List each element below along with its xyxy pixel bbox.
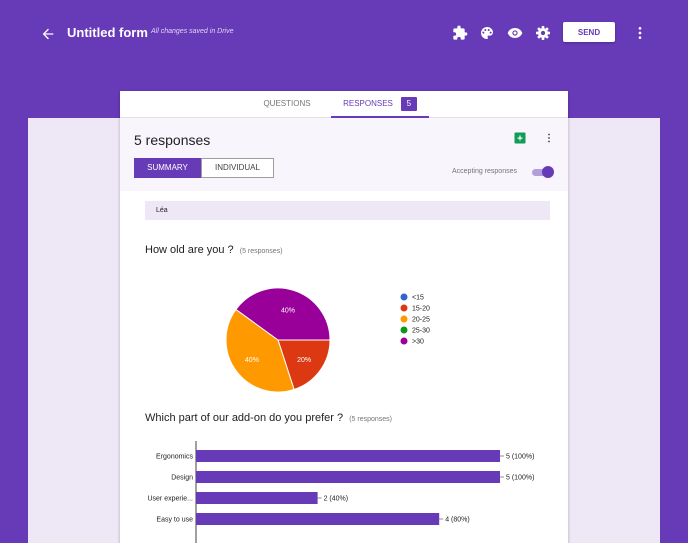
view-toggle: SUMMARY INDIVIDUAL [134,158,274,178]
bar [196,513,440,525]
age-pie-chart: 20% 40% 40% <15 15-20 20-25 25-30 >30 [225,287,430,393]
legend-marker [400,315,408,323]
legend-label: 25-30 [412,328,430,335]
accepting-responses-toggle[interactable] [530,166,554,178]
bar-category-label: User experie... [147,496,193,503]
accepting-responses-label: Accepting responses [452,168,517,175]
more-vert-icon[interactable] [632,25,648,41]
responses-count-title: 5 responses [134,132,211,148]
bar [196,492,318,504]
send-button[interactable]: SEND [563,22,615,42]
toggle-thumb [542,166,554,178]
pie-slice-label: 20% [297,357,311,364]
back-arrow-icon[interactable] [40,26,56,42]
bar [196,450,500,462]
pie-slice-label: 40% [281,307,295,314]
bar-value-label: 4 (80%) [445,517,470,524]
responses-more-icon[interactable] [545,132,553,144]
tab-questions[interactable]: QUESTIONS [263,99,311,108]
summary-button[interactable]: SUMMARY [134,158,201,178]
palette-icon[interactable] [479,25,495,41]
legend-label: <15 [412,295,424,302]
legend-label: 20-25 [412,317,430,324]
responses-header: 5 responses SUMMARY INDIVIDUAL Accepting… [120,118,568,191]
question-response-count: (5 responses) [349,416,392,423]
question-title: How old are you ? (5 responses) [145,244,283,256]
pie-slice-label: 40% [245,357,259,364]
question-title-text: How old are you ? [145,244,234,256]
bar-value-label: 2 (40%) [324,496,349,503]
tab-responses[interactable]: RESPONSES 5 [331,91,429,118]
question-response-count: (5 responses) [239,248,283,255]
pie-slice [225,308,295,393]
form-tabs: QUESTIONS RESPONSES 5 [120,91,568,118]
individual-button[interactable]: INDIVIDUAL [201,158,274,178]
bar-category-label: Easy to use [156,517,193,524]
bar-category-label: Ergonomics [156,454,193,461]
save-status: All changes saved in Drive [151,28,234,35]
question-title-text: Which part of our add-on do you prefer ? [145,412,344,424]
respondent-name: Léa [145,201,550,220]
legend-label: >30 [412,339,424,346]
legend-marker [400,337,408,345]
preference-bar-chart: Ergonomics 5 (100%) Design 5 (100%) User exp… [147,441,534,543]
addon-puzzle-icon[interactable] [452,25,468,41]
bar-category-label: Design [171,475,193,482]
legend-marker [400,326,408,334]
question-title: Which part of our add-on do you prefer ?… [145,412,392,424]
legend-label: 15-20 [412,306,430,313]
responses-count-badge: 5 [400,97,417,111]
forms-app-window: Untitled form All changes saved in Drive [28,12,660,543]
form-title[interactable]: Untitled form [67,25,148,40]
tab-responses-label: RESPONSES [343,99,393,108]
legend-marker [400,293,408,301]
sheets-icon[interactable] [514,132,526,144]
bar [196,471,500,483]
preview-eye-icon[interactable] [507,25,523,41]
legend-marker [400,304,408,312]
pie-slice [277,339,331,391]
settings-gear-icon[interactable] [535,25,551,41]
pie-slice [235,287,331,341]
bar-value-label: 5 (100%) [506,475,534,482]
form-card: QUESTIONS RESPONSES 5 5 responses SUMMARY… [120,91,568,543]
bar-value-label: 5 (100%) [506,454,534,461]
